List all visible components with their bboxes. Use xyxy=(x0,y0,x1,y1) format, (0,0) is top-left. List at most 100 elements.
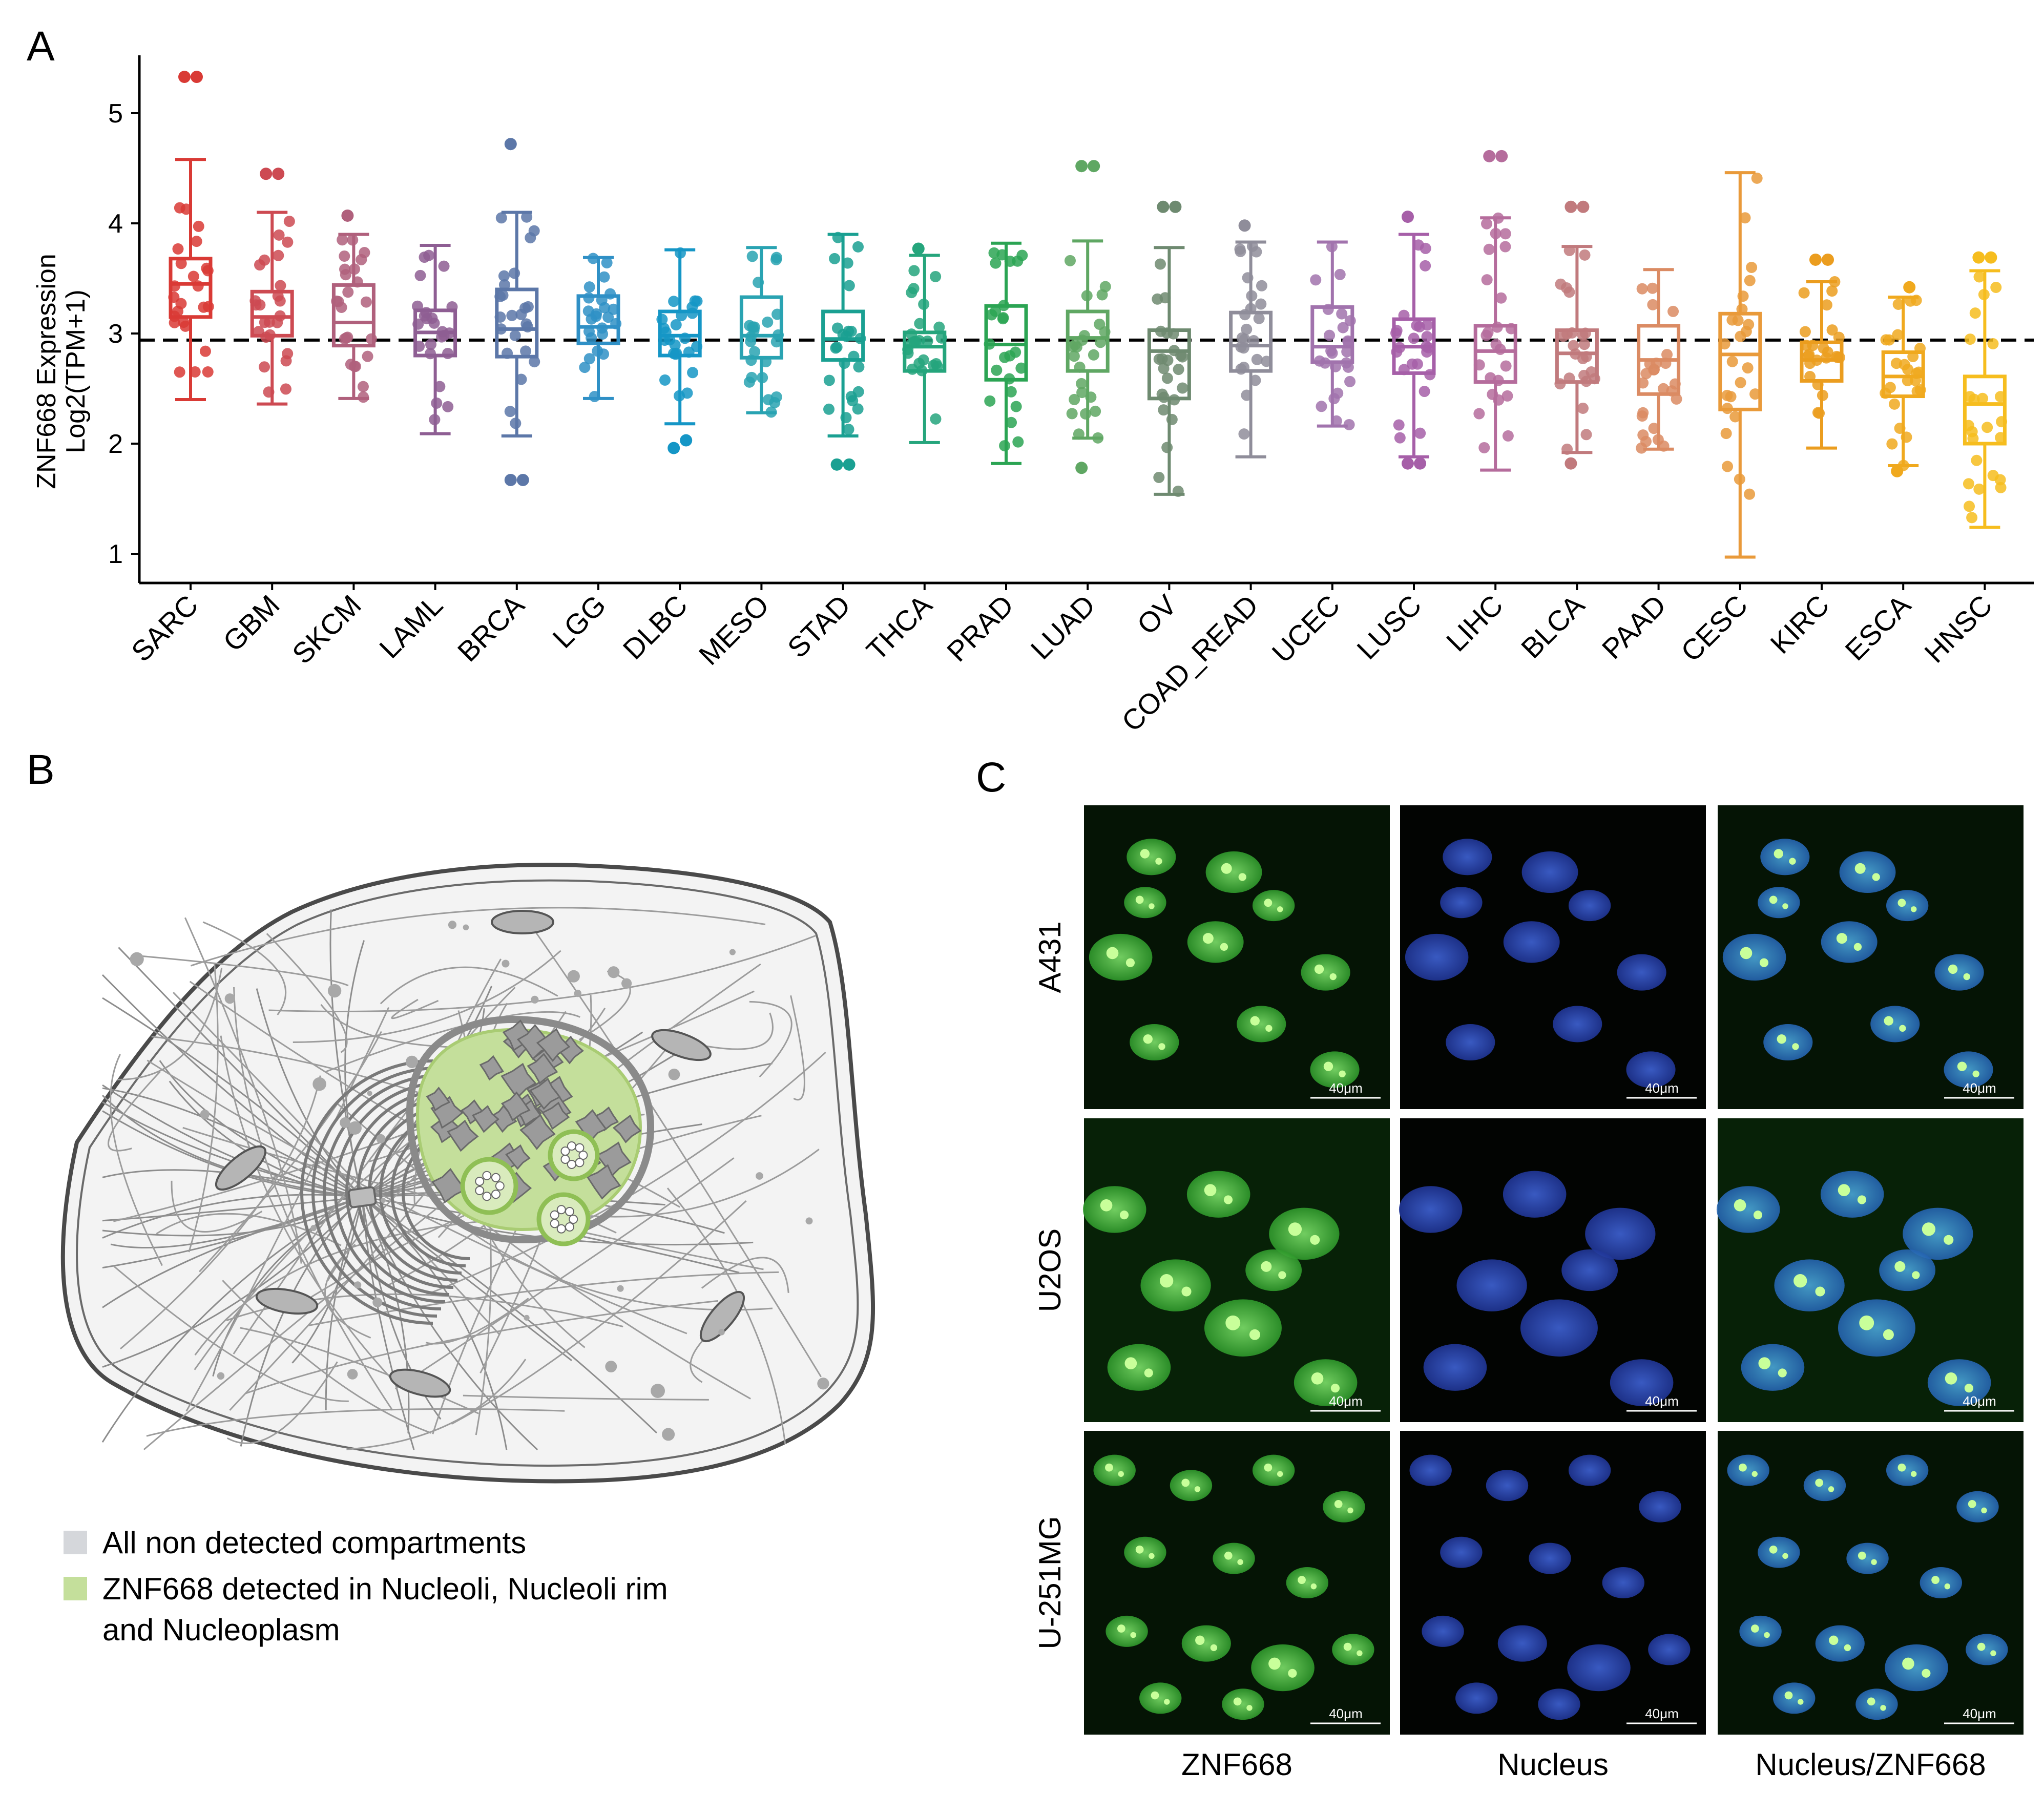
data-point xyxy=(1637,377,1649,388)
nucleolus-spot xyxy=(1315,965,1324,974)
data-point xyxy=(583,305,594,317)
data-point xyxy=(829,253,840,264)
data-point xyxy=(1016,249,1028,261)
box-thca xyxy=(902,242,947,442)
data-point xyxy=(1310,274,1321,285)
data-point xyxy=(1092,432,1103,444)
data-point xyxy=(1331,415,1342,427)
data-point xyxy=(1161,442,1173,453)
data-point xyxy=(1813,408,1825,419)
cell-nucleus xyxy=(1879,1249,1935,1291)
data-point xyxy=(589,391,600,402)
fibrillar-center xyxy=(568,1142,576,1150)
data-point xyxy=(1722,461,1733,472)
nucleolus-spot xyxy=(1945,1372,1957,1385)
data-point xyxy=(1742,362,1754,373)
data-point xyxy=(1334,269,1346,280)
data-point xyxy=(339,251,350,262)
nucleolus-spot xyxy=(1149,1553,1154,1559)
row-label-u2os: U2OS xyxy=(1033,1228,1067,1312)
data-point xyxy=(1905,296,1916,307)
box-sarc xyxy=(168,71,214,400)
nucleolus-spot xyxy=(1911,1471,1916,1477)
data-point xyxy=(771,309,783,320)
data-point xyxy=(1241,324,1252,335)
nucleolus-spot xyxy=(1118,1471,1124,1477)
data-point xyxy=(1399,310,1410,321)
data-point xyxy=(1996,416,2007,427)
vesicle xyxy=(225,993,235,1004)
data-point xyxy=(1891,358,1902,369)
data-point xyxy=(1736,303,1747,315)
nucleolus-spot xyxy=(1754,1211,1762,1219)
cell-nucleus xyxy=(1522,851,1578,893)
data-point xyxy=(598,348,609,360)
fibrillar-center xyxy=(483,1172,491,1180)
panel-a-label: A xyxy=(27,23,55,70)
data-point xyxy=(1580,327,1591,339)
fibrillar-center xyxy=(492,1174,500,1182)
data-point xyxy=(1241,390,1252,401)
nucleolus-spot xyxy=(1250,1016,1260,1025)
outlier-point xyxy=(680,434,692,447)
cell-nucleus xyxy=(1821,921,1878,963)
data-point xyxy=(439,261,450,272)
data-point xyxy=(936,332,947,344)
column-label-merge: Nucleus/ZNF668 xyxy=(1755,1747,1986,1782)
cell-nucleus xyxy=(1124,887,1166,918)
outlier-point xyxy=(1402,211,1414,223)
nucleolus-spot xyxy=(1792,1043,1799,1050)
y-tick-label: 4 xyxy=(108,209,123,239)
data-point xyxy=(1722,403,1733,414)
data-point xyxy=(342,286,353,298)
cell-nucleus xyxy=(1456,1259,1527,1311)
y-axis-ticks: 12345 xyxy=(108,99,139,569)
data-point xyxy=(745,336,756,347)
data-point xyxy=(918,299,929,310)
nucleolus-spot xyxy=(1899,1025,1906,1032)
data-point xyxy=(984,339,995,350)
data-point xyxy=(991,365,1002,376)
cell-nucleus xyxy=(1106,1616,1148,1647)
cell-nucleus xyxy=(1127,839,1176,875)
data-point xyxy=(1085,391,1096,403)
nucleolus-spot xyxy=(1249,1329,1260,1340)
outlier-point xyxy=(505,138,517,150)
nucleolus-spot xyxy=(1126,958,1135,967)
nucleolus-spot xyxy=(1884,1016,1893,1025)
cell-nucleus xyxy=(1245,1249,1302,1291)
y-tick-label: 1 xyxy=(108,539,123,569)
nucleolus-spot xyxy=(1136,1546,1144,1554)
nucleolus-spot xyxy=(1894,1261,1905,1272)
data-point xyxy=(1817,390,1828,401)
data-point xyxy=(839,358,850,369)
legend-swatch-non-detected xyxy=(64,1531,87,1554)
fibrillar-center xyxy=(575,1158,583,1166)
outlier-point xyxy=(1972,252,1985,264)
nucleolus-spot xyxy=(1734,1199,1746,1212)
data-point xyxy=(362,351,373,362)
cell-nucleus xyxy=(1648,1634,1690,1665)
nucleolus-spot xyxy=(1968,1500,1976,1508)
data-point xyxy=(1801,340,1812,351)
cell-nucleus xyxy=(1529,1543,1571,1574)
nucleolus-spot xyxy=(1278,1271,1286,1279)
data-point xyxy=(1407,359,1418,370)
x-tick-label: HNSC xyxy=(1918,589,1998,669)
cell-nucleus xyxy=(1723,934,1786,981)
mitochondrion xyxy=(492,911,553,933)
data-point xyxy=(771,391,782,403)
data-point xyxy=(190,366,201,378)
data-point xyxy=(1245,303,1257,315)
data-point xyxy=(675,247,686,259)
box-skcm xyxy=(331,210,377,403)
data-point xyxy=(442,401,453,412)
data-point xyxy=(176,258,187,269)
nucleolus-spot xyxy=(1331,1384,1340,1392)
nucleolus-spot xyxy=(1140,849,1150,858)
cell-diagram xyxy=(63,865,873,1481)
data-point xyxy=(1647,299,1658,310)
data-point xyxy=(1649,423,1660,434)
data-point xyxy=(259,361,270,372)
nucleolus-spot xyxy=(1898,1464,1906,1472)
